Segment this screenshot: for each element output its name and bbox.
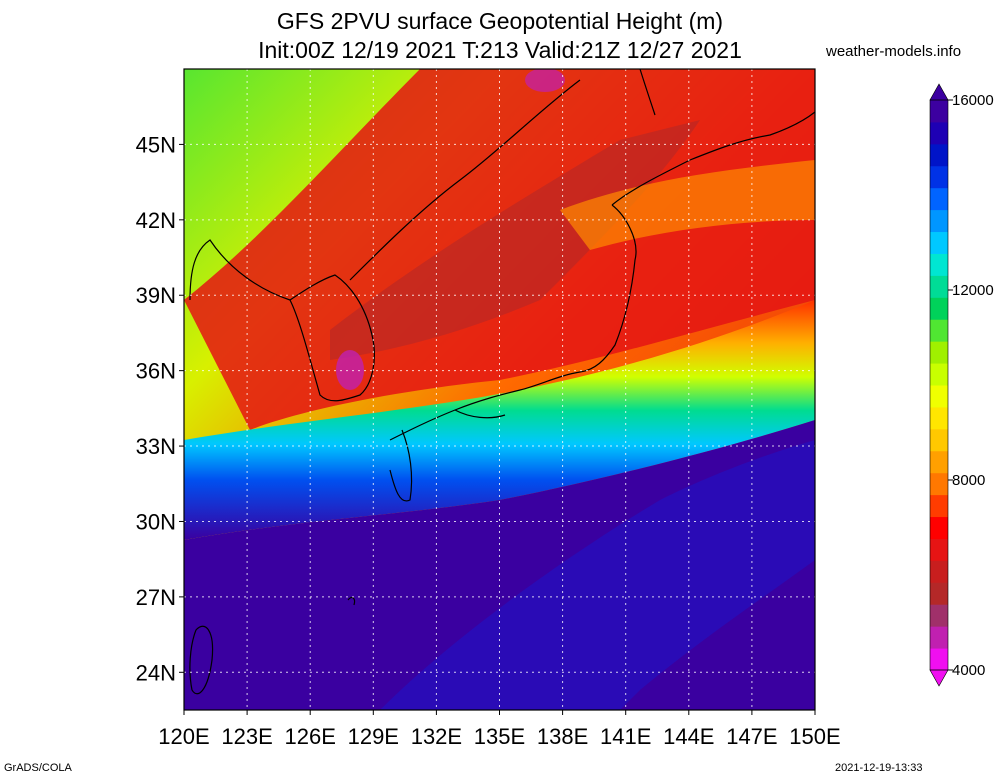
- colorbar-segment: [930, 253, 948, 276]
- colorbar-segment: [930, 275, 948, 298]
- colorbar-label: 12000: [952, 282, 994, 299]
- colorbar-segment: [930, 406, 948, 430]
- lon-tick-label: 141E: [600, 724, 651, 749]
- colorbar-min-arrow: [929, 669, 949, 687]
- lon-tick-label: 150E: [789, 724, 840, 749]
- lat-tick-label: 36N: [136, 359, 176, 384]
- lat-tick-label: 45N: [136, 132, 176, 157]
- colorbar-segment: [930, 231, 948, 254]
- colorbar-segment: [930, 648, 948, 671]
- latitude-labels: 24N 27N 30N 33N 36N 39N 42N 45N: [136, 132, 184, 685]
- lat-tick-label: 30N: [136, 509, 176, 534]
- site-watermark: weather-models.info: [826, 43, 962, 60]
- colorbar: 16000 12000 8000 4000: [929, 83, 994, 687]
- colorbar-segment: [930, 341, 948, 364]
- colorbar-segment: [930, 582, 948, 605]
- colorbar-segment: [930, 363, 948, 386]
- lon-tick-label: 123E: [221, 724, 272, 749]
- colorbar-segment: [930, 428, 948, 452]
- footer-software: GrADS/COLA: [4, 762, 72, 774]
- colorbar-segment: [930, 297, 948, 320]
- colorbar-segment: [930, 450, 948, 474]
- colorbar-segment: [930, 626, 948, 649]
- colorbar-segment: [930, 209, 948, 233]
- coastlines: [189, 69, 815, 695]
- colorbar-segment: [930, 604, 948, 627]
- colorbar-segment: [930, 494, 948, 518]
- lat-tick-label: 27N: [136, 585, 176, 610]
- longitude-labels: 120E 123E 126E 129E 132E 135E 138E 141E 144E 147E…: [158, 710, 841, 749]
- colorbar-segment: [930, 319, 948, 342]
- colorbar-label: 8000: [952, 472, 985, 489]
- lon-tick-label: 132E: [411, 724, 462, 749]
- colorbar-segment: [930, 385, 948, 408]
- colorbar-segment: [930, 100, 948, 123]
- lon-tick-label: 144E: [663, 724, 714, 749]
- colorbar-frame: [929, 99, 949, 671]
- colorbar-segment: [930, 516, 948, 539]
- colorbar-max-arrow: [929, 83, 949, 101]
- chart-subtitle: Init:00Z 12/19 2021 T:213 Valid:21Z 12/2…: [258, 37, 742, 63]
- lat-tick-label: 39N: [136, 283, 176, 308]
- graticule: [184, 69, 815, 710]
- lat-tick-label: 33N: [136, 434, 176, 459]
- colorbar-segment: [930, 187, 948, 211]
- lat-tick-label: 24N: [136, 660, 176, 685]
- colorbar-segment: [930, 121, 948, 145]
- chart-title: GFS 2PVU surface Geopotential Height (m): [276, 8, 724, 34]
- footer-timestamp: 2021-12-19-13:33: [835, 762, 923, 774]
- colorbar-segment: [930, 143, 948, 167]
- lon-tick-label: 135E: [474, 724, 525, 749]
- colorbar-segment: [930, 472, 948, 496]
- lon-tick-label: 147E: [726, 724, 777, 749]
- lon-tick-label: 129E: [348, 724, 399, 749]
- colorbar-segment: [930, 165, 948, 189]
- colorbar-label: 16000: [952, 92, 994, 109]
- colorbar-label: 4000: [952, 662, 985, 679]
- colorbar-segment: [930, 538, 948, 561]
- lon-tick-label: 120E: [158, 724, 209, 749]
- colorbar-segment: [930, 560, 948, 583]
- lon-tick-label: 126E: [285, 724, 336, 749]
- lon-tick-label: 138E: [537, 724, 588, 749]
- lat-tick-label: 42N: [136, 208, 176, 233]
